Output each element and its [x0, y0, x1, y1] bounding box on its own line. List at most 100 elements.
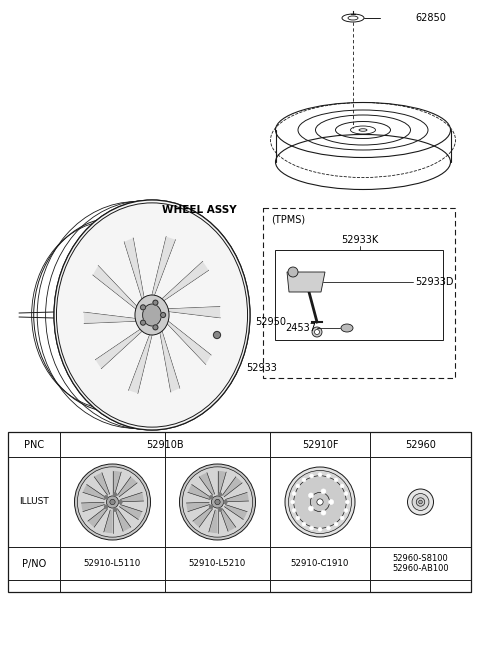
Polygon shape: [222, 477, 242, 497]
Polygon shape: [193, 507, 213, 527]
Polygon shape: [88, 507, 108, 527]
Circle shape: [141, 320, 145, 325]
Text: 52950: 52950: [255, 317, 286, 327]
Circle shape: [329, 499, 334, 505]
Circle shape: [210, 496, 213, 499]
Ellipse shape: [312, 327, 322, 337]
Polygon shape: [162, 261, 208, 301]
Text: WHEEL ASSY: WHEEL ASSY: [162, 205, 237, 215]
Polygon shape: [160, 331, 180, 392]
Circle shape: [334, 478, 338, 482]
Circle shape: [141, 305, 145, 310]
Polygon shape: [104, 510, 112, 533]
Polygon shape: [83, 484, 106, 499]
Text: 52910-L5210: 52910-L5210: [189, 559, 246, 568]
Circle shape: [302, 478, 306, 482]
Ellipse shape: [341, 324, 353, 332]
Circle shape: [310, 474, 313, 478]
Polygon shape: [81, 502, 105, 512]
Circle shape: [119, 501, 122, 503]
Text: 52910-L5110: 52910-L5110: [84, 559, 141, 568]
Ellipse shape: [412, 493, 429, 510]
Polygon shape: [168, 321, 211, 364]
Bar: [263, 208, 455, 378]
Polygon shape: [112, 471, 121, 494]
Text: 52933K: 52933K: [341, 235, 379, 245]
Ellipse shape: [180, 464, 255, 540]
Ellipse shape: [288, 470, 351, 533]
Circle shape: [318, 473, 322, 476]
Polygon shape: [199, 472, 215, 495]
Ellipse shape: [54, 200, 250, 430]
Ellipse shape: [107, 496, 119, 508]
Circle shape: [296, 484, 300, 488]
Circle shape: [291, 500, 295, 504]
Ellipse shape: [215, 499, 220, 505]
Circle shape: [218, 508, 221, 511]
Text: 52933: 52933: [246, 363, 277, 373]
Circle shape: [105, 505, 108, 509]
Circle shape: [346, 500, 349, 504]
Polygon shape: [186, 502, 210, 512]
Ellipse shape: [143, 304, 161, 326]
Polygon shape: [188, 484, 211, 499]
Ellipse shape: [110, 499, 115, 505]
Text: ILLUST: ILLUST: [19, 497, 49, 507]
Circle shape: [326, 526, 330, 530]
Text: 52960: 52960: [405, 440, 436, 449]
Text: 52960-S8100
52960-AB100: 52960-S8100 52960-AB100: [392, 554, 449, 573]
Circle shape: [334, 522, 338, 526]
Circle shape: [340, 484, 344, 488]
Polygon shape: [226, 492, 249, 502]
Circle shape: [321, 489, 326, 494]
Circle shape: [113, 508, 117, 511]
Polygon shape: [168, 307, 220, 318]
Circle shape: [153, 300, 158, 305]
Polygon shape: [120, 505, 142, 520]
Polygon shape: [93, 265, 137, 309]
Circle shape: [224, 501, 227, 503]
Polygon shape: [96, 329, 142, 369]
Circle shape: [344, 509, 348, 512]
Circle shape: [344, 491, 348, 495]
Circle shape: [309, 493, 313, 498]
Polygon shape: [220, 509, 236, 532]
Circle shape: [113, 493, 117, 496]
Text: 52933D: 52933D: [415, 277, 454, 287]
Ellipse shape: [408, 489, 433, 515]
Text: 52910B: 52910B: [146, 440, 184, 449]
Ellipse shape: [419, 500, 422, 504]
Ellipse shape: [288, 267, 298, 277]
Ellipse shape: [311, 492, 330, 512]
Circle shape: [292, 491, 296, 495]
Circle shape: [218, 493, 221, 496]
Text: (TPMS): (TPMS): [271, 215, 305, 225]
Ellipse shape: [74, 464, 151, 540]
Ellipse shape: [77, 467, 148, 537]
Circle shape: [296, 516, 300, 520]
Ellipse shape: [135, 295, 169, 335]
Polygon shape: [287, 272, 325, 292]
Polygon shape: [120, 492, 144, 502]
Circle shape: [321, 510, 326, 515]
Circle shape: [318, 528, 322, 532]
Polygon shape: [209, 510, 217, 533]
Polygon shape: [94, 472, 109, 495]
Circle shape: [309, 506, 313, 511]
Polygon shape: [118, 477, 137, 497]
Text: 24537: 24537: [285, 323, 316, 333]
Circle shape: [105, 496, 108, 499]
Text: 62850: 62850: [415, 13, 446, 23]
Text: PNC: PNC: [24, 440, 44, 449]
Text: P/NO: P/NO: [22, 558, 46, 568]
Circle shape: [310, 526, 313, 530]
Polygon shape: [115, 509, 131, 532]
Ellipse shape: [294, 476, 346, 528]
Polygon shape: [152, 237, 175, 295]
Polygon shape: [124, 238, 144, 299]
Circle shape: [153, 325, 158, 330]
Ellipse shape: [317, 499, 323, 505]
Polygon shape: [217, 471, 226, 494]
Circle shape: [292, 509, 296, 512]
Text: 52910F: 52910F: [302, 440, 338, 449]
